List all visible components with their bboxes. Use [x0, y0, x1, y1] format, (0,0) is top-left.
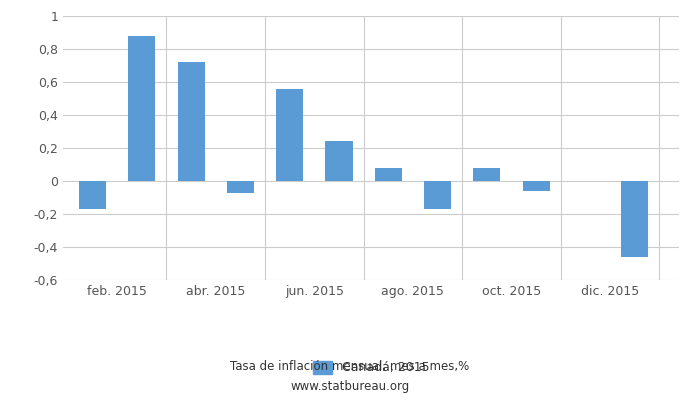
Bar: [621, 181, 648, 257]
Legend: Canadá, 2015: Canadá, 2015: [308, 356, 434, 379]
Bar: [424, 181, 451, 209]
Bar: [79, 181, 106, 209]
Bar: [326, 141, 353, 181]
Bar: [522, 181, 550, 191]
Text: Tasa de inflación mensual, mes a mes,%: Tasa de inflación mensual, mes a mes,%: [230, 360, 470, 373]
Bar: [128, 36, 155, 181]
Text: www.statbureau.org: www.statbureau.org: [290, 380, 410, 393]
Bar: [227, 181, 254, 192]
Bar: [276, 89, 303, 181]
Bar: [374, 168, 402, 181]
Bar: [473, 168, 500, 181]
Bar: [178, 62, 204, 181]
